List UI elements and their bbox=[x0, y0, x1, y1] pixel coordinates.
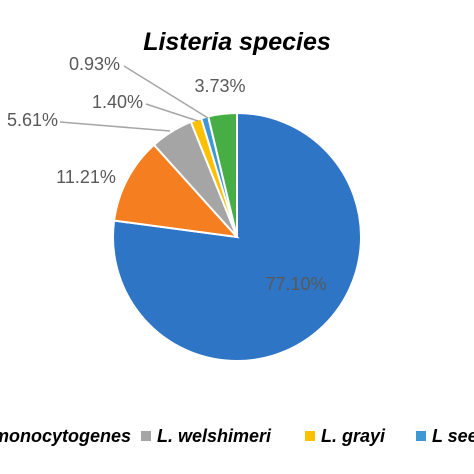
legend-entry-l-welshimeri: L. welshimeri bbox=[157, 426, 272, 446]
legend-entry-l-grayi: L. grayi bbox=[321, 426, 386, 446]
pie-slice-l-ivanovii bbox=[206, 111, 238, 238]
legend-entry-l-monocytogenes: L. monocytogenes bbox=[0, 426, 131, 446]
data-labels: 77.10% 11.21% 5.61% 1.40% 0.93% 3.73% bbox=[7, 54, 327, 294]
data-label-l-ivanovii: 3.73% bbox=[194, 76, 245, 96]
leader-line-l-welshimeri bbox=[59, 121, 171, 132]
data-label-l-seeligeri: 0.93% bbox=[69, 54, 120, 74]
data-label-l-monocytogenes: 77.10% bbox=[265, 274, 326, 294]
pie-slice-l-innocua bbox=[112, 143, 240, 239]
legend-swatch-l-seeligeri bbox=[416, 431, 426, 441]
legend-swatch-l-welshimeri bbox=[141, 431, 151, 441]
legend-entry-l-seeligeri: L seeligeri bbox=[432, 426, 474, 446]
chart-title: Listeria species bbox=[143, 28, 331, 56]
data-label-l-welshimeri: 5.61% bbox=[7, 110, 58, 130]
pie-slices bbox=[112, 111, 362, 362]
leader-line-l-grayi bbox=[145, 103, 199, 122]
leader-line-l-seeligeri bbox=[123, 65, 209, 119]
leader-lines bbox=[59, 65, 209, 132]
data-label-l-innocua: 11.21% bbox=[56, 167, 116, 187]
legend-swatch-l-grayi bbox=[305, 431, 315, 441]
legend: L. monocytogenes L. welshimeri L. grayi L s… bbox=[0, 426, 474, 446]
data-label-l-grayi: 1.40% bbox=[92, 92, 143, 112]
